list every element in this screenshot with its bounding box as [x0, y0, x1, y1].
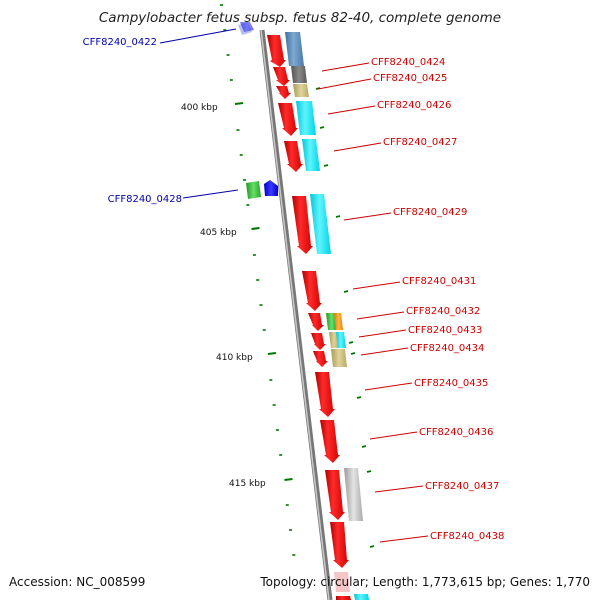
- gene-arrow[interactable]: [267, 35, 286, 67]
- ruler-label-400: 400 kbp: [181, 103, 218, 113]
- ruler-minor-tick: [356, 396, 362, 399]
- gene-label[interactable]: CFF8240_0425: [373, 73, 447, 84]
- gene-arrow[interactable]: [292, 196, 313, 254]
- gene-label[interactable]: CFF8240_0422: [83, 37, 157, 48]
- gene-label[interactable]: CFF8240_0436: [419, 427, 493, 438]
- feature-block[interactable]: [296, 101, 316, 135]
- feature-block[interactable]: [331, 349, 347, 367]
- ruler-minor-tick: [323, 164, 329, 167]
- ruler-minor-tick: [361, 445, 367, 448]
- gene-arrow[interactable]: [284, 141, 303, 172]
- gene-arrow[interactable]: [336, 596, 351, 600]
- feature-block[interactable]: [285, 32, 304, 66]
- gene-arrows-reverse: [238, 22, 278, 199]
- gene-label[interactable]: CFF8240_0432: [406, 306, 480, 317]
- feature-block[interactable]: [336, 332, 346, 348]
- ruler-minor-tick: [335, 215, 341, 218]
- gene-label[interactable]: CFF8240_0428: [108, 194, 182, 205]
- backbone-line: [259, 29, 333, 600]
- genome-summary-text: Topology: circular; Length: 1,773,615 bp…: [260, 575, 590, 589]
- gene-label[interactable]: CFF8240_0424: [371, 57, 445, 68]
- ruler-minor-tick: [369, 545, 375, 548]
- gene-arrow[interactable]: [330, 522, 349, 568]
- gene-label[interactable]: CFF8240_0433: [408, 325, 482, 336]
- ruler-ticks-left: [220, 4, 296, 556]
- feature-block[interactable]: [302, 139, 320, 171]
- ruler-minor-tick: [343, 290, 349, 293]
- feature-block[interactable]: [246, 181, 261, 199]
- gene-arrow[interactable]: [315, 372, 335, 417]
- gene-arrow[interactable]: [278, 103, 298, 136]
- accession-text: Accession: NC_008599: [9, 575, 146, 589]
- feature-block[interactable]: [291, 66, 307, 83]
- ruler-minor-tick: [348, 341, 354, 344]
- feature-blocks: [285, 32, 369, 600]
- feature-block[interactable]: [354, 594, 369, 600]
- gene-label[interactable]: CFF8240_0427: [383, 137, 457, 148]
- feature-block[interactable]: [326, 313, 337, 330]
- ruler-major-tick: [267, 352, 277, 355]
- ruler-label-415: 415 kbp: [229, 479, 266, 489]
- feature-block[interactable]: [344, 468, 363, 521]
- map-title: Campylobacter fetus subsp. fetus 82-40, …: [98, 10, 502, 26]
- feature-block[interactable]: [293, 84, 309, 97]
- ruler-label-410: 410 kbp: [216, 353, 253, 363]
- gene-arrow[interactable]: [273, 67, 290, 86]
- gene-arrow[interactable]: [320, 420, 340, 463]
- gene-label[interactable]: CFF8240_0429: [393, 207, 467, 218]
- gene-arrow[interactable]: [308, 313, 324, 331]
- gene-labels: CFF8240_0422 CFF8240_0428 CFF8240_0424 C…: [83, 37, 505, 542]
- gene-label[interactable]: CFF8240_0437: [425, 481, 499, 492]
- gene-arrow[interactable]: [264, 180, 278, 196]
- gene-arrow[interactable]: [325, 470, 345, 520]
- gene-arrow[interactable]: [302, 271, 322, 311]
- ruler-ticks-right: [315, 87, 375, 548]
- gene-arrow[interactable]: [276, 86, 291, 99]
- backbone-highlight: [260, 29, 330, 600]
- gene-label[interactable]: CFF8240_0426: [377, 100, 451, 111]
- gene-arrow[interactable]: [311, 333, 326, 350]
- gene-label[interactable]: CFF8240_0434: [410, 343, 484, 354]
- gene-arrow[interactable]: [313, 351, 328, 367]
- gene-label[interactable]: CFF8240_0431: [402, 276, 476, 287]
- ruler-major-tick: [284, 478, 293, 481]
- ruler-minor-tick: [319, 126, 325, 129]
- gene-label[interactable]: CFF8240_0435: [414, 378, 488, 389]
- ruler-major-tick: [251, 227, 260, 230]
- ruler-label-405: 405 kbp: [200, 228, 237, 238]
- feature-block[interactable]: [334, 313, 343, 330]
- ruler-major-tick: [234, 102, 244, 105]
- label-leaders: [159, 28, 429, 543]
- feature-block[interactable]: [334, 572, 350, 592]
- ruler-minor-tick: [366, 470, 372, 473]
- ruler-minor-tick: [350, 352, 356, 355]
- gene-arrow[interactable]: [240, 22, 254, 32]
- gene-arrows-forward: [267, 35, 351, 600]
- feature-block[interactable]: [310, 194, 331, 254]
- gene-label[interactable]: CFF8240_0438: [430, 531, 504, 542]
